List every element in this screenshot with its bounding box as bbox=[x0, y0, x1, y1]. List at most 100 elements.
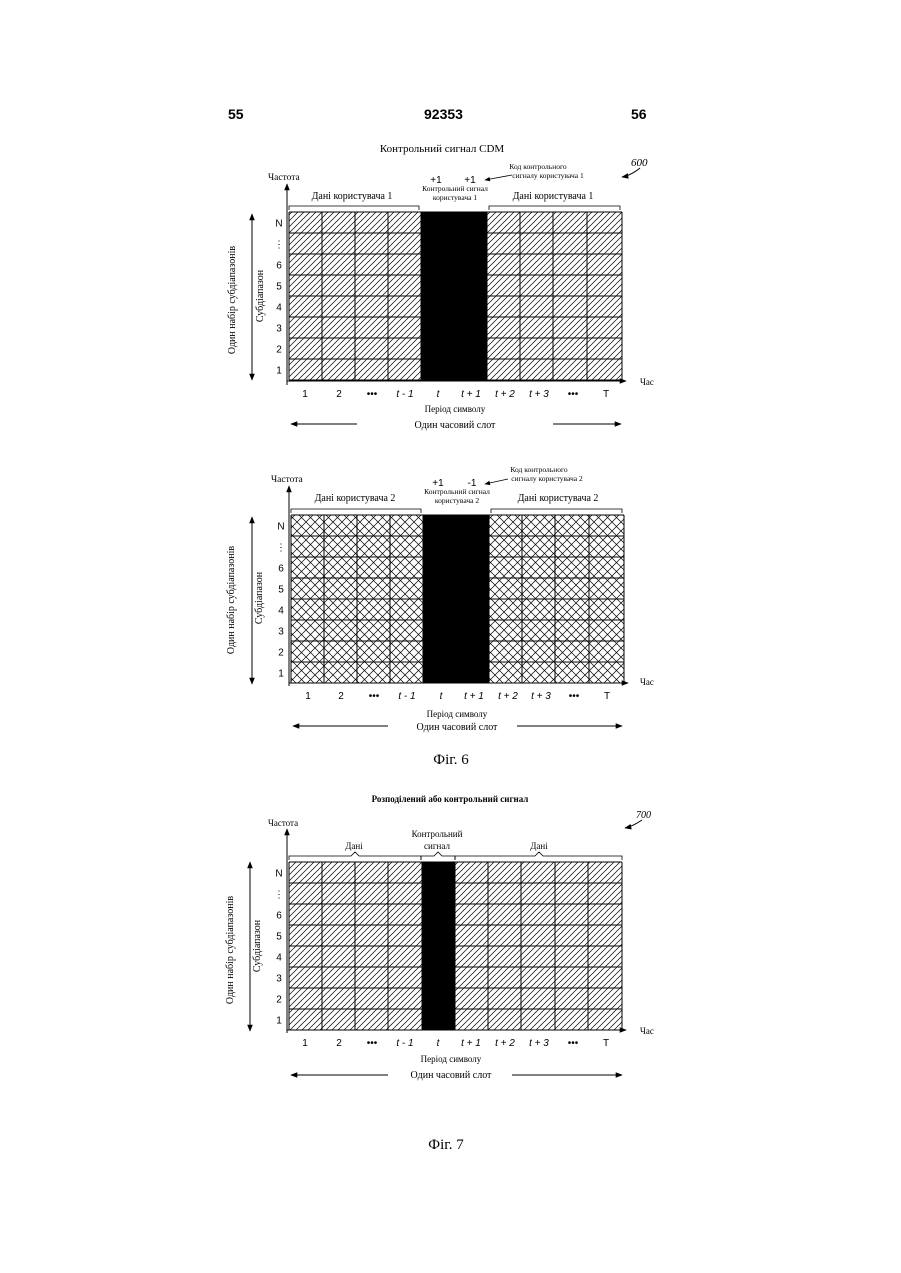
subband-row-label: ⋮ bbox=[274, 890, 284, 901]
fig6-ref-leader bbox=[622, 168, 640, 177]
pilot-label-line-2: сигнал bbox=[424, 841, 450, 851]
time-column-labels: 12•••t - 1tt + 1t + 2t + 3•••T bbox=[302, 389, 609, 400]
time-axis-label: Час bbox=[640, 377, 654, 387]
fig7-ref-leader bbox=[625, 820, 642, 828]
subband-row-label: 2 bbox=[276, 345, 282, 356]
subband-label: Субдіапазон bbox=[252, 919, 263, 972]
time-column-label: t - 1 bbox=[396, 1038, 413, 1049]
subband-row-label: ⋮ bbox=[276, 543, 286, 554]
subband-row-label: N bbox=[277, 522, 284, 533]
subband-label: Субдіапазон bbox=[255, 269, 266, 322]
subband-row-label: 2 bbox=[276, 995, 282, 1006]
time-column-label: ••• bbox=[569, 691, 580, 702]
pilot-code-label-line-1: Код контрольного bbox=[509, 162, 566, 171]
pilot-code-label-line-2: сигналу користувача 2 bbox=[511, 474, 583, 483]
data-brackets bbox=[291, 509, 622, 513]
data-brackets bbox=[289, 206, 620, 210]
subband-set-label: Один набір субдіапазонів bbox=[227, 246, 238, 355]
subband-row-labels: N⋮654321 bbox=[274, 869, 284, 1027]
symbol-period-label: Період символу bbox=[421, 1054, 482, 1064]
subband-set-label: Один набір субдіапазонів bbox=[226, 546, 237, 655]
pilot-code-label-line-1: Код контрольного bbox=[510, 465, 567, 474]
time-column-label: 1 bbox=[302, 1038, 308, 1049]
subband-row-label: 4 bbox=[276, 303, 282, 314]
subband-row-label: N bbox=[275, 219, 282, 230]
subband-set-label: Один набір субдіапазонів bbox=[225, 896, 236, 1005]
time-column-label: 2 bbox=[338, 691, 344, 702]
subband-row-label: 2 bbox=[278, 648, 284, 659]
time-column-label: T bbox=[603, 389, 609, 400]
data-right-label: Дані користувача 1 bbox=[513, 191, 594, 202]
pilot-code-value-1: +1 bbox=[430, 175, 442, 186]
time-column-label: t + 2 bbox=[495, 1038, 515, 1049]
fig6-diagram-2: Частота Час Дані користувача 2 Дані кори… bbox=[226, 465, 654, 733]
fig6-ref-number: 600 bbox=[631, 157, 648, 169]
freq-axis-label: Частота bbox=[271, 475, 304, 485]
pilot-code-label-line-2: сигналу користувача 1 bbox=[512, 171, 584, 180]
time-column-labels: 12•••t - 1tt + 1t + 2t + 3•••T bbox=[302, 1038, 609, 1049]
time-column-label: t + 2 bbox=[495, 389, 515, 400]
fig7-ref-number: 700 bbox=[636, 810, 651, 821]
pilot-code-value-2: -1 bbox=[468, 478, 477, 489]
subband-row-labels: N⋮654321 bbox=[274, 219, 284, 377]
data-left-label: Дані користувача 1 bbox=[312, 191, 393, 202]
subband-row-label: ⋮ bbox=[274, 240, 284, 251]
data-right-label: Дані bbox=[530, 841, 548, 851]
time-column-label: T bbox=[604, 691, 610, 702]
subband-row-label: 4 bbox=[278, 606, 284, 617]
time-column-label: t + 3 bbox=[529, 1038, 549, 1049]
time-column-label: ••• bbox=[369, 691, 380, 702]
time-column-label: ••• bbox=[568, 389, 579, 400]
time-column-label: t + 1 bbox=[461, 1038, 481, 1049]
data-left-label: Дані bbox=[345, 841, 363, 851]
fig6-diagram-1: Контрольний сигнал CDM 600 Частота Час Д… bbox=[227, 143, 654, 431]
subband-row-label: N bbox=[275, 869, 282, 880]
pilot-code-leader bbox=[485, 479, 508, 484]
data-left-label: Дані користувача 2 bbox=[315, 493, 396, 504]
time-column-label: t bbox=[437, 389, 441, 400]
pilot-label-line-2: користувача 2 bbox=[435, 496, 479, 505]
symbol-period-label: Період символу bbox=[427, 709, 488, 719]
subband-row-labels: N⋮654321 bbox=[276, 522, 286, 680]
subband-row-label: 3 bbox=[276, 324, 282, 335]
time-column-label: t + 3 bbox=[529, 389, 549, 400]
subband-row-label: 6 bbox=[276, 911, 282, 922]
time-column-label: ••• bbox=[367, 1038, 378, 1049]
time-column-label: t + 3 bbox=[531, 691, 551, 702]
pilot-bracket bbox=[421, 852, 455, 860]
freq-axis-label: Частота bbox=[268, 173, 301, 183]
subband-row-label: 6 bbox=[276, 261, 282, 272]
time-column-label: t - 1 bbox=[398, 691, 415, 702]
subband-row-label: 5 bbox=[276, 932, 282, 943]
pilot-code-leader bbox=[485, 175, 512, 180]
fig7-caption: Фіг. 7 bbox=[428, 1137, 464, 1153]
time-column-label: 1 bbox=[305, 691, 311, 702]
subband-row-label: 3 bbox=[276, 974, 282, 985]
time-column-label: t + 1 bbox=[461, 389, 481, 400]
pilot-label-line-1: Контрольний bbox=[412, 829, 463, 839]
time-column-label: T bbox=[603, 1038, 609, 1049]
fig6-caption: Фіг. 6 bbox=[433, 752, 469, 768]
time-column-label: t + 1 bbox=[464, 691, 484, 702]
data-brackets bbox=[289, 852, 622, 860]
time-column-label: ••• bbox=[367, 389, 378, 400]
time-column-label: t - 1 bbox=[396, 389, 413, 400]
time-column-label: 2 bbox=[336, 389, 342, 400]
time-column-label: t bbox=[440, 691, 444, 702]
subband-label: Субдіапазон bbox=[254, 571, 265, 624]
fig7-diagram: Розподілений або контрольний сигнал 700 … bbox=[225, 794, 654, 1081]
time-column-label: t + 2 bbox=[498, 691, 518, 702]
time-column-labels: 1 2 ••• t - 1 t t + 1 t + 2 t + 3 ••• T bbox=[305, 691, 610, 702]
time-column-label: 2 bbox=[336, 1038, 342, 1049]
symbol-period-label: Період символу bbox=[425, 404, 486, 414]
pilot-code-value-1: +1 bbox=[432, 478, 444, 489]
time-column-label: ••• bbox=[568, 1038, 579, 1049]
fig6-title: Контрольний сигнал CDM bbox=[380, 143, 505, 155]
freq-axis-label: Частота bbox=[268, 818, 298, 828]
time-slot-label: Один часовий слот bbox=[411, 1070, 493, 1081]
subband-row-label: 5 bbox=[278, 585, 284, 596]
subband-row-label: 1 bbox=[276, 1016, 282, 1027]
subband-row-label: 1 bbox=[276, 366, 282, 377]
